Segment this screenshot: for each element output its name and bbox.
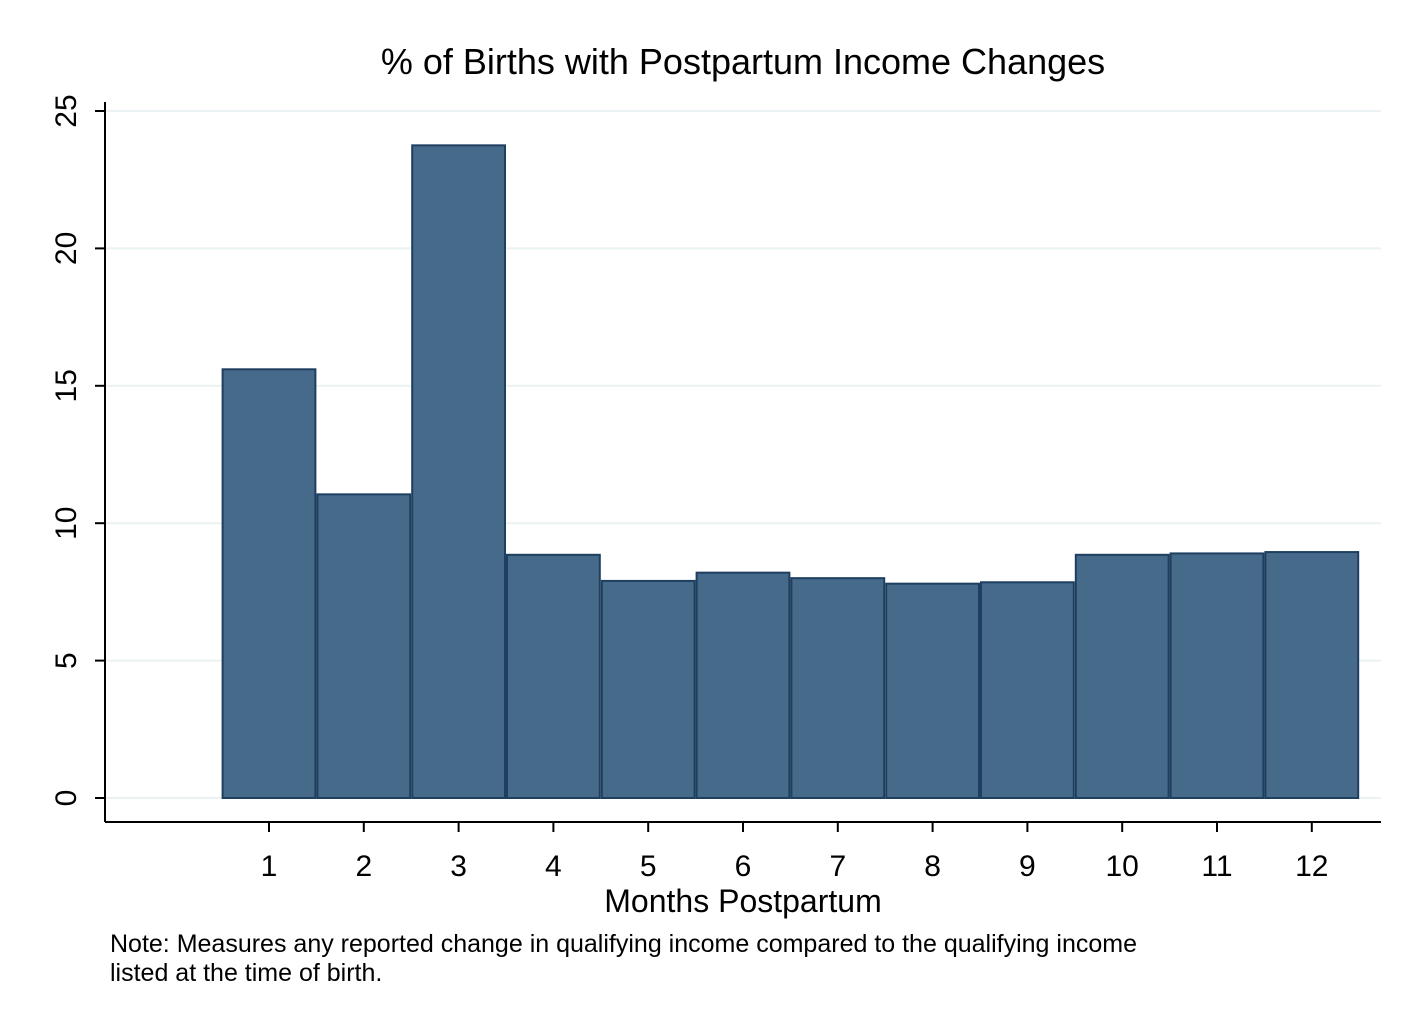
x-tick-label-7: 7 [829,850,846,883]
bar-month-10 [1074,553,1170,799]
y-tick-label-0: 0 [50,790,83,807]
bar-month-9 [980,581,1075,799]
bar-month-3 [411,144,507,800]
x-axis-label: Months Postpartum [604,883,881,919]
x-axis-ticks: 1 2 3 4 5 6 7 8 9 10 11 12 [261,822,1328,883]
bars [221,144,1360,800]
x-tick-label-10: 10 [1106,850,1139,883]
x-tick-label-6: 6 [735,850,752,883]
chart-title: % of Births with Postpartum Income Chang… [381,41,1105,82]
note-line-2: listed at the time of birth. [110,959,383,987]
bar-month-6 [695,571,791,799]
y-tick-label-15: 15 [50,369,83,402]
bar-month-2 [316,493,412,799]
y-tick-label-25: 25 [50,94,83,127]
bar-month-8 [885,582,981,799]
bar-month-12 [1264,551,1360,800]
x-tick-label-11: 11 [1201,850,1232,883]
y-axis-ticks: 0 5 10 15 20 25 [50,94,105,806]
x-tick-label-2: 2 [355,850,372,883]
y-tick-label-5: 5 [50,652,83,669]
chart-note: Note: Measures any reported change in qu… [110,930,1370,988]
x-tick-label-9: 9 [1019,850,1036,883]
x-tick-label-5: 5 [640,850,657,883]
bar-chart: % of Births with Postpartum Income Chang… [50,41,1381,919]
bar-month-4 [506,553,601,799]
x-tick-label-12: 12 [1295,850,1328,883]
x-tick-label-4: 4 [545,850,562,883]
bar-month-1 [221,368,317,799]
bar-month-7 [790,577,886,799]
note-line-1: Note: Measures any reported change in qu… [110,930,1137,958]
x-tick-label-8: 8 [924,850,941,883]
y-tick-label-10: 10 [50,507,83,540]
x-tick-label-3: 3 [450,850,467,883]
bar-month-5 [600,579,696,800]
bar-month-11 [1169,552,1265,799]
y-tick-label-20: 20 [50,232,83,265]
x-tick-label-1: 1 [261,850,278,883]
